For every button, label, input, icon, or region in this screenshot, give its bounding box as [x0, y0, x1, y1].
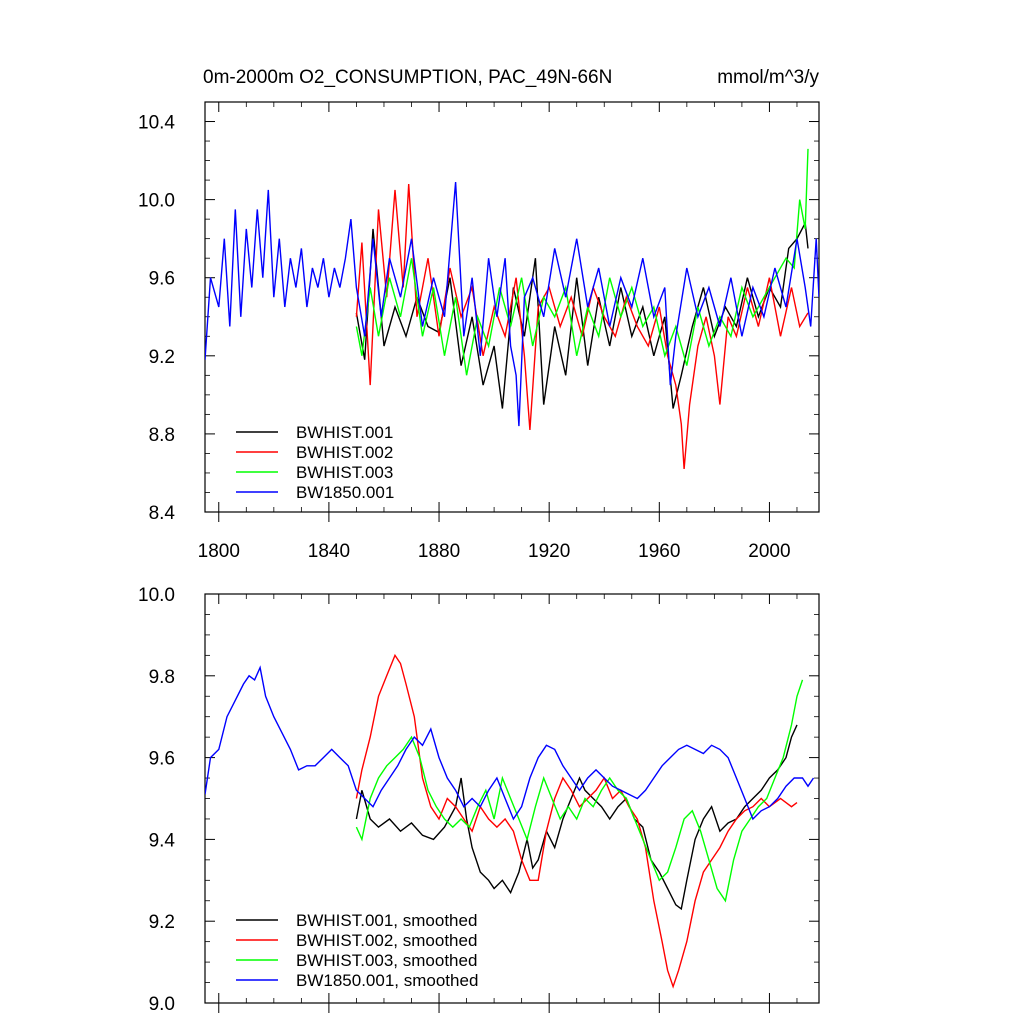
legend-label: BWHIST.003, smoothed — [296, 951, 477, 970]
x-tick-label: 1960 — [638, 541, 680, 562]
series-line-bw1850-001-smoothed — [205, 665, 815, 821]
y-tick-label: 9.4 — [149, 830, 176, 851]
x-tick-label: 1800 — [198, 541, 240, 562]
y-tick-label: 9.8 — [149, 667, 175, 688]
y-tick-label: 8.4 — [149, 503, 176, 524]
series-line-bwhist-001 — [355, 220, 809, 409]
top-plot-frame — [204, 101, 820, 513]
x-tick-label: 2000 — [748, 541, 790, 562]
x-tick-label: 1840 — [308, 541, 350, 562]
top-series-group — [205, 148, 819, 470]
y-tick-label: 10.4 — [138, 113, 175, 134]
legend-label: BWHIST.001 — [296, 423, 393, 442]
legend-label: BWHIST.002 — [296, 443, 393, 462]
legend-label: BWHIST.002, smoothed — [296, 931, 477, 950]
legend-label: BW1850.001 — [296, 483, 394, 502]
series-line-bw1850-001 — [205, 181, 819, 427]
y-tick-label: 8.8 — [149, 425, 175, 446]
y-tick-label: 9.2 — [149, 912, 175, 933]
y-tick-label: 9.0 — [149, 994, 175, 1015]
y-tick-label: 10.0 — [138, 585, 175, 606]
series-line-bwhist-003-smoothed — [355, 679, 804, 903]
y-tick-label: 9.6 — [149, 749, 175, 770]
series-line-bwhist-002-smoothed — [355, 653, 798, 989]
legend-label: BWHIST.003 — [296, 463, 393, 482]
bottom-series-group — [205, 653, 815, 989]
chart-title: 0m-2000m O2_CONSUMPTION, PAC_49N-66N — [203, 67, 612, 88]
y-tick-label: 9.2 — [149, 347, 175, 368]
y-tick-label: 9.6 — [149, 269, 175, 290]
top-panel: 1800 1840 1880 1920 1960 2000 8.4 8.8 9.2 9.6 10.0… — [138, 101, 820, 562]
y-tick-label: 10.0 — [138, 191, 175, 212]
x-tick-label: 1880 — [418, 541, 460, 562]
series-line-bwhist-003 — [355, 148, 809, 376]
legend-label: BWHIST.001, smoothed — [296, 911, 477, 930]
series-line-bwhist-001-smoothed — [355, 724, 798, 911]
legend-label: BW1850.001, smoothed — [296, 971, 478, 990]
x-tick-label: 1920 — [528, 541, 570, 562]
chart-units: mmol/m^3/y — [717, 67, 819, 88]
